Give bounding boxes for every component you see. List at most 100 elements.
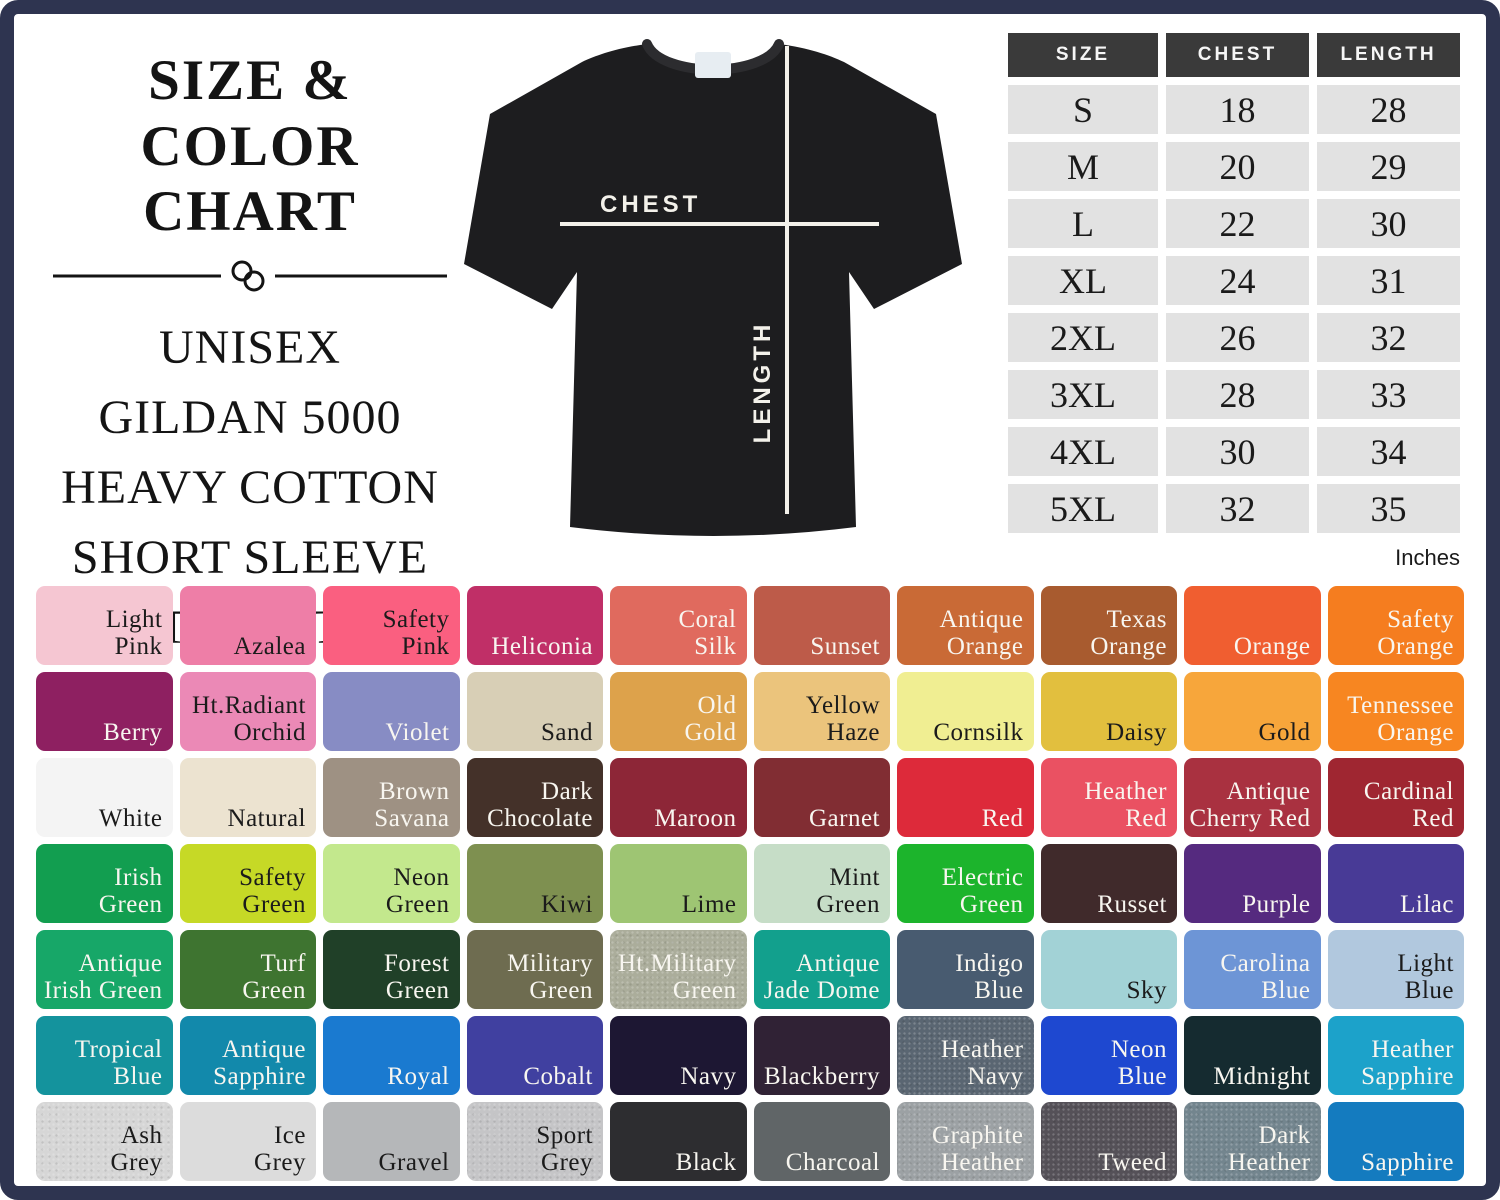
color-swatch: Azalea — [179, 586, 316, 665]
color-swatch: Ht.Radiant Orchid — [179, 672, 316, 751]
chest-label: CHEST — [600, 191, 701, 218]
color-swatch-label: Safety Green — [239, 864, 306, 918]
color-swatch: Russet — [1040, 844, 1177, 923]
color-swatch: Cardinal Red — [1327, 758, 1464, 837]
color-swatch-label: Coral Silk — [678, 606, 737, 660]
size-table-cell: 20 — [1166, 142, 1309, 191]
color-swatch: Ice Grey — [179, 1102, 316, 1181]
color-swatch-label: Gravel — [378, 1148, 450, 1176]
color-swatch: Light Blue — [1327, 930, 1464, 1009]
color-swatch: Forest Green — [323, 930, 460, 1009]
color-swatch-label: Turf Green — [242, 950, 306, 1004]
color-swatch: Turf Green — [179, 930, 316, 1009]
size-table-cell: 26 — [1166, 313, 1309, 362]
size-table-cell: 31 — [1317, 256, 1460, 305]
color-swatch-label: Texas Orange — [1090, 606, 1167, 660]
color-swatch-label: Midnight — [1213, 1062, 1311, 1090]
color-swatch-label: Ice Grey — [254, 1122, 306, 1176]
color-swatch: Antique Cherry Red — [1184, 758, 1321, 837]
color-swatch-label: Antique Irish Green — [43, 950, 163, 1004]
color-swatch-label: Dark Chocolate — [487, 778, 593, 832]
color-swatch: Kiwi — [466, 844, 603, 923]
page-title-line1: SIZE & COLOR — [140, 49, 360, 178]
color-swatch-label: Natural — [227, 804, 306, 832]
color-swatch: Blackberry — [753, 1016, 890, 1095]
color-swatch: Tropical Blue — [36, 1016, 173, 1095]
color-swatch: Graphite Heather — [897, 1102, 1034, 1181]
color-swatch: Tennessee Orange — [1327, 672, 1464, 751]
color-swatch: Gold — [1184, 672, 1321, 751]
tshirt-measurement-graphic: CHEST LENGTH — [452, 22, 977, 567]
color-swatch: Old Gold — [610, 672, 747, 751]
product-description-line: SHORT SLEEVE — [71, 530, 429, 584]
color-swatch: Natural — [179, 758, 316, 837]
color-swatch-label: Cornsilk — [933, 718, 1024, 746]
page-title: SIZE & COLOR CHART — [35, 48, 465, 245]
color-swatch: Charcoal — [753, 1102, 890, 1181]
color-swatch: Heather Navy — [897, 1016, 1034, 1095]
color-swatch-label: Garnet — [808, 804, 880, 832]
color-swatch: Ash Grey — [36, 1102, 173, 1181]
color-swatch: Cobalt — [466, 1016, 603, 1095]
color-swatch-label: Safety Orange — [1377, 606, 1454, 660]
color-swatch-label: Kiwi — [541, 890, 593, 918]
color-swatch-label: Dark Heather — [1227, 1122, 1311, 1176]
size-table-cell: 2XL — [1008, 313, 1158, 362]
color-swatch: Antique Sapphire — [179, 1016, 316, 1095]
color-swatch: Dark Chocolate — [466, 758, 603, 837]
color-swatch: Heliconia — [466, 586, 603, 665]
size-table-cell: 32 — [1317, 313, 1460, 362]
color-swatch-label: Royal — [387, 1062, 450, 1090]
unit-note: Inches — [1395, 545, 1460, 570]
color-swatch: Sunset — [753, 586, 890, 665]
color-swatch-label: Tennessee Orange — [1347, 692, 1454, 746]
color-swatch: Heather Red — [1040, 758, 1177, 837]
color-swatch-label: Russet — [1097, 890, 1167, 918]
size-table-cell: 18 — [1166, 85, 1309, 134]
color-swatch-label: Daisy — [1106, 718, 1167, 746]
color-swatch: Sport Grey — [466, 1102, 603, 1181]
color-swatch-label: Lilac — [1400, 890, 1454, 918]
size-table-header: LENGTH — [1317, 33, 1460, 77]
color-swatch: White — [36, 758, 173, 837]
color-swatch-label: Sport Grey — [536, 1122, 593, 1176]
size-table-cell: 32 — [1166, 484, 1309, 533]
ornamental-divider — [53, 260, 447, 292]
color-swatch: Brown Savana — [323, 758, 460, 837]
color-swatch-label: Ht.Military Green — [617, 950, 737, 1004]
color-swatch-label: Indigo Blue — [955, 950, 1024, 1004]
color-swatch-label: Sky — [1126, 976, 1167, 1004]
color-swatch-label: Graphite Heather — [932, 1122, 1024, 1176]
color-swatch: Royal — [323, 1016, 460, 1095]
product-description-line: HEAVY COTTON — [61, 460, 439, 514]
color-swatch: Antique Jade Dome — [753, 930, 890, 1009]
size-table-cell: 29 — [1317, 142, 1460, 191]
length-label: LENGTH — [749, 321, 776, 444]
color-swatch-label: Cardinal Red — [1363, 778, 1454, 832]
color-swatch-label: Safety Pink — [382, 606, 450, 660]
size-table-cell: 33 — [1317, 370, 1460, 419]
size-table-cell: L — [1008, 199, 1158, 248]
color-swatch: Safety Pink — [323, 586, 460, 665]
color-swatch: Antique Irish Green — [36, 930, 173, 1009]
color-swatch-label: Tropical Blue — [74, 1036, 163, 1090]
color-swatch-label: Light Blue — [1397, 950, 1454, 1004]
color-swatch-label: Sapphire — [1361, 1148, 1454, 1176]
color-swatch: Light Pink — [36, 586, 173, 665]
color-swatch: Ht.Military Green — [610, 930, 747, 1009]
color-swatch-label: Light Pink — [105, 606, 163, 660]
color-swatch-label: Electric Green — [941, 864, 1024, 918]
product-description-line: UNISEX — [159, 320, 341, 374]
color-swatch-label: Purple — [1242, 890, 1311, 918]
color-swatch: Black — [610, 1102, 747, 1181]
tshirt-neck-tag — [695, 52, 731, 78]
color-swatch-label: Heliconia — [491, 632, 593, 660]
color-swatch: Cornsilk — [897, 672, 1034, 751]
color-swatch: Berry — [36, 672, 173, 751]
color-swatch: Tweed — [1040, 1102, 1177, 1181]
color-swatch: Navy — [610, 1016, 747, 1095]
color-swatch-label: Maroon — [654, 804, 737, 832]
color-swatch-label: Ash Grey — [110, 1122, 163, 1176]
color-swatch: Purple — [1184, 844, 1321, 923]
